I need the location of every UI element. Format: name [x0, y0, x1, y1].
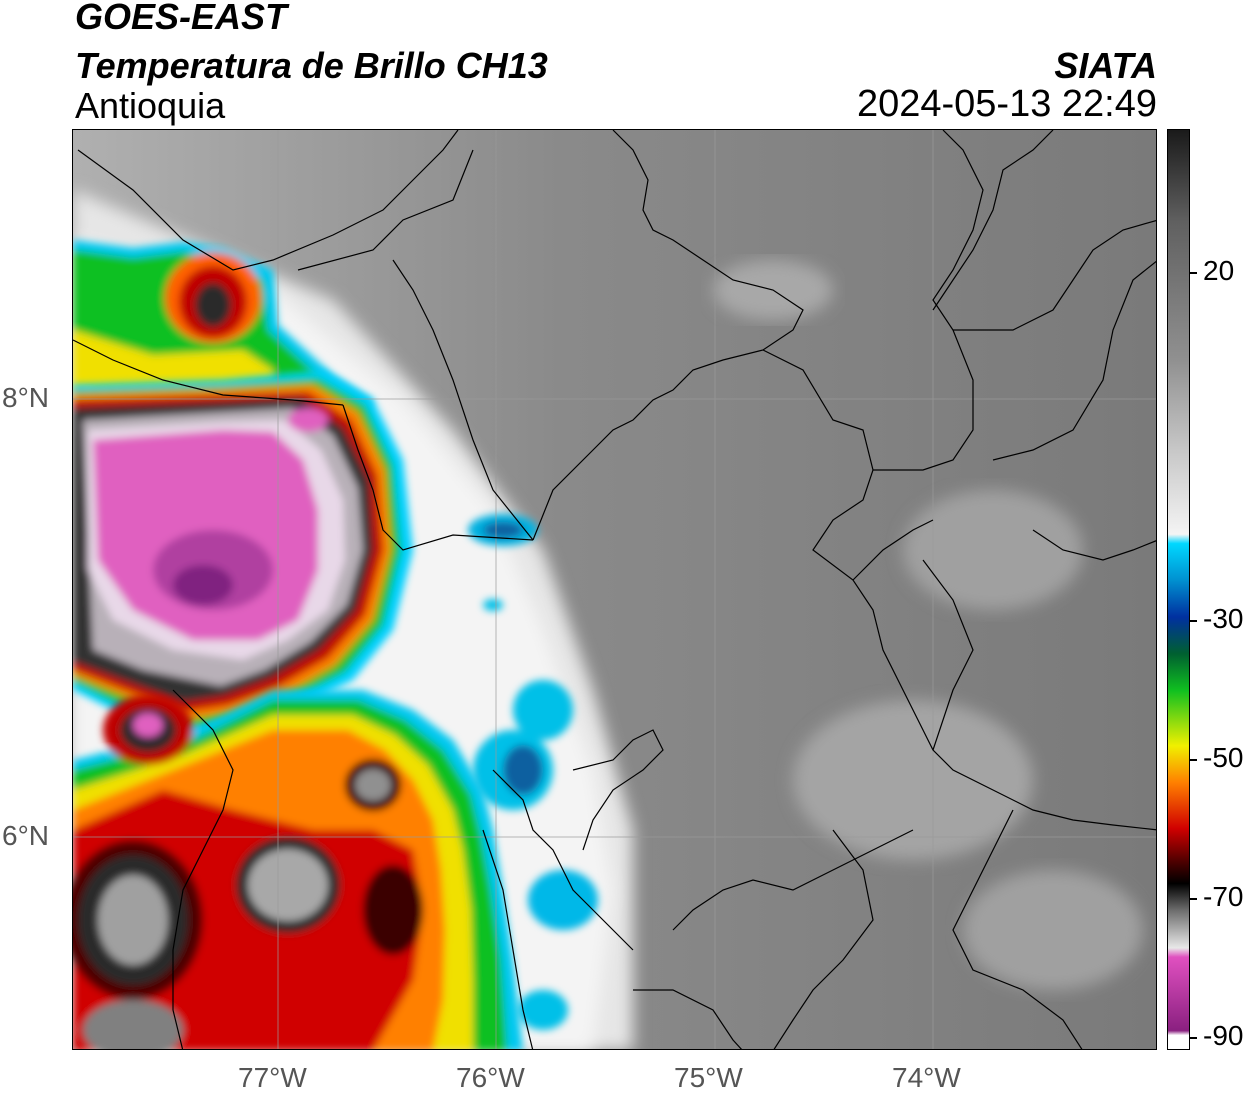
colorbar-label-minus90: -90 — [1203, 1020, 1244, 1051]
lat-label-8n: 8°N — [2, 382, 49, 413]
satellite-title: GOES-EAST — [75, 0, 288, 37]
boundaries — [73, 130, 1156, 1049]
colorbar-tick — [1190, 272, 1197, 274]
colorbar-label-minus50: -50 — [1203, 742, 1244, 773]
colorbar-label-minus30: -30 — [1203, 603, 1244, 634]
storm-system-west — [73, 370, 413, 740]
colorbar-tick — [1190, 898, 1197, 900]
lat-label-6n: 6°N — [2, 820, 49, 851]
cloud-patch-east — [963, 870, 1143, 990]
agency-label: SIATA — [1054, 45, 1157, 86]
colorbar-tick — [1190, 759, 1197, 761]
colorbar — [1167, 129, 1190, 1050]
product-title: Temperatura de Brillo CH13 — [75, 45, 548, 86]
lon-label-77w: 77°W — [238, 1062, 307, 1093]
gridlines — [73, 130, 1156, 1049]
colorbar-label-20: 20 — [1203, 255, 1235, 286]
satellite-map[interactable] — [72, 129, 1157, 1050]
small-cells — [468, 514, 598, 1030]
lon-label-76w: 76°W — [456, 1062, 525, 1093]
colorbar-tick — [1190, 1037, 1197, 1039]
cloud-patch-east — [903, 490, 1083, 610]
cloud-patch-east — [793, 700, 1033, 860]
lon-label-74w: 74°W — [892, 1062, 961, 1093]
colorbar-label-minus70: -70 — [1203, 881, 1244, 912]
region-title: Antioquia — [75, 85, 226, 126]
lon-label-75w: 75°W — [674, 1062, 743, 1093]
colorbar-tick — [1190, 620, 1197, 622]
datetime-label: 2024-05-13 22:49 — [856, 83, 1157, 125]
